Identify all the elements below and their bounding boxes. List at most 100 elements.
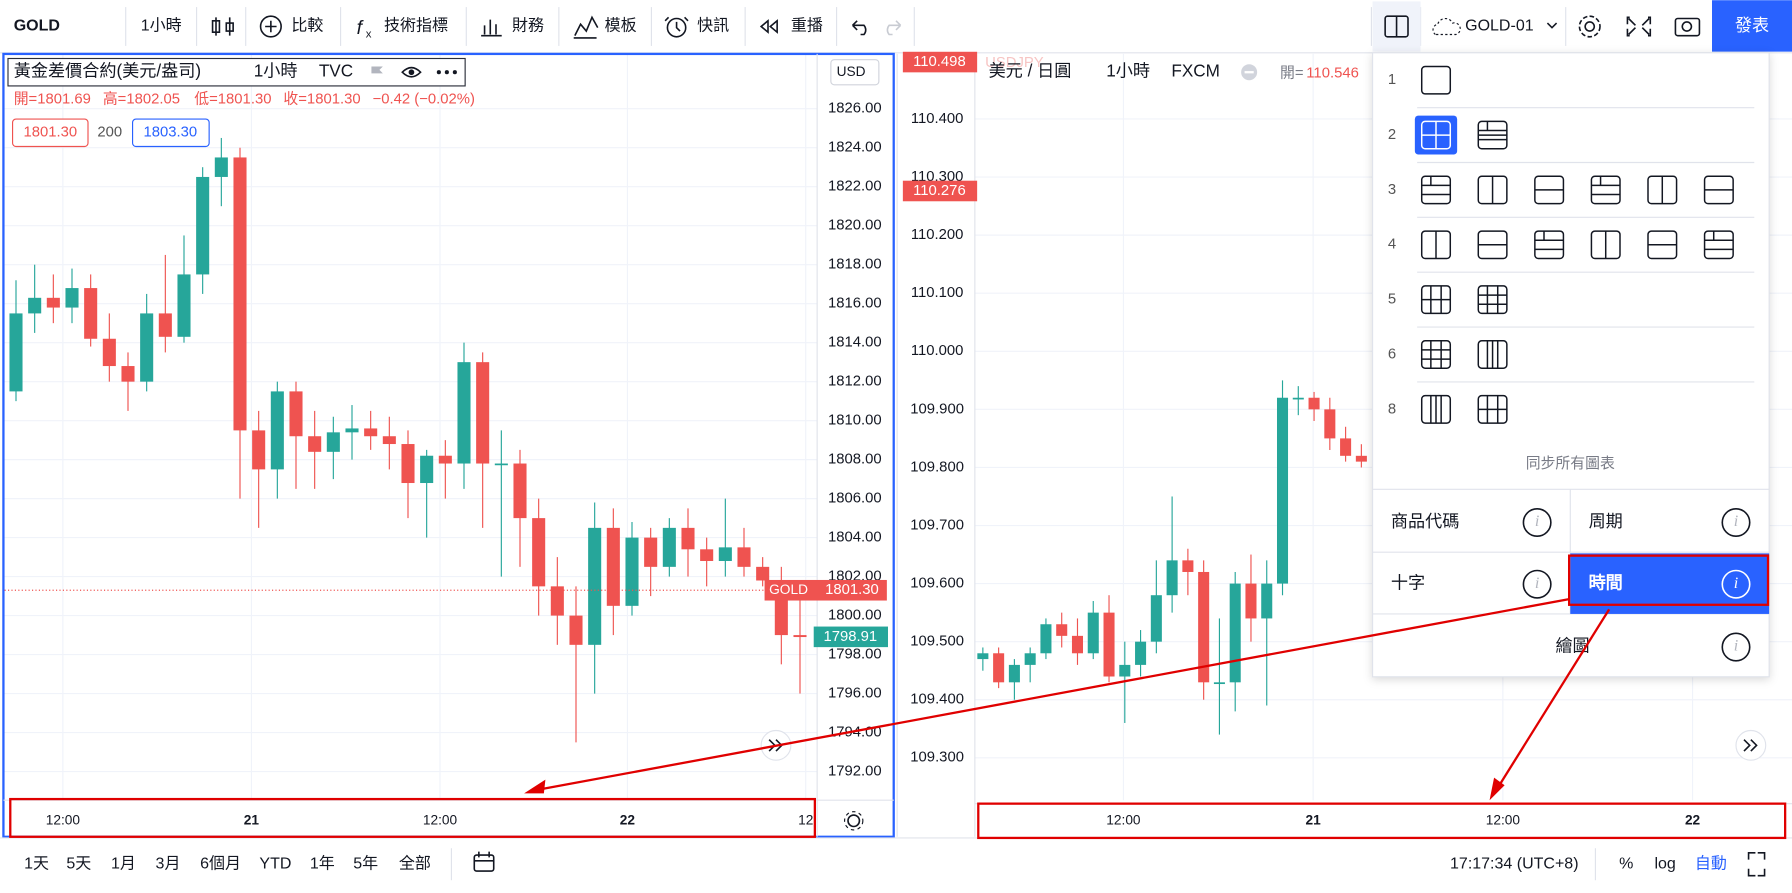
legend-value: 開=1801.69 [14, 92, 91, 108]
candle-body [289, 391, 303, 437]
log-toggle[interactable]: log [1654, 855, 1675, 872]
candle-body [588, 527, 602, 645]
layout-option[interactable] [1477, 285, 1508, 315]
legend-interval: 1小時 [1106, 61, 1150, 81]
candle-body [401, 444, 415, 484]
svg-text:x: x [366, 29, 372, 41]
range-button[interactable]: 1天 [24, 855, 49, 872]
auto-toggle[interactable]: 自動 [1695, 854, 1727, 872]
candle-body [1071, 635, 1084, 654]
symbol[interactable]: GOLD [14, 18, 60, 35]
row-label: 8 [1388, 401, 1396, 417]
y-tick-label: 110.100 [911, 285, 964, 301]
y-tick-label: 110.200 [911, 227, 964, 243]
y-tick-label: 109.300 [910, 750, 964, 766]
candle-body [718, 547, 732, 562]
legend-title: 美元 / 日圓 [989, 61, 1072, 81]
candle-body [1198, 571, 1210, 683]
toolbar-button[interactable]: 技術指標 [384, 17, 448, 35]
svg-text:i: i [1734, 638, 1738, 655]
candle-body [345, 428, 359, 433]
candle-body [252, 430, 266, 470]
buy-price[interactable]: 1803.30 [143, 125, 197, 141]
price-tag [902, 51, 978, 73]
interval[interactable]: 1小時 [141, 17, 182, 35]
toolbar-button[interactable]: 財務 [512, 17, 544, 35]
price-tag-label: 110.276 [913, 183, 966, 199]
candle-body [121, 366, 135, 382]
range-button[interactable]: 5天 [66, 855, 91, 872]
y-tick-label: 1812.00 [828, 374, 882, 390]
candle-body [550, 586, 564, 616]
y-tick-label: 109.500 [910, 634, 964, 650]
legend-source: TVC [319, 61, 353, 81]
toolbar-button[interactable]: 快訊 [697, 17, 729, 35]
range-button[interactable]: 1年 [310, 854, 335, 872]
candle-body [1150, 595, 1162, 642]
sync-option[interactable]: 時間 [1589, 573, 1623, 593]
y-tick-label: 1800.00 [828, 608, 882, 624]
toolbar-button[interactable]: 模板 [605, 17, 637, 35]
open-label: 開= [1280, 65, 1304, 81]
range-button[interactable]: 1月 [111, 855, 136, 872]
layout-menu: i i i i i 同步所有圖表 商品代碼 周期 十字 時間 繪圖 1 2 3 4 5 6 8 [1371, 52, 1770, 678]
range-button[interactable]: 6個月 [200, 854, 241, 872]
layout-option[interactable] [1420, 65, 1452, 95]
x-tick-label: 12:00 [1486, 812, 1521, 827]
candle-body [1340, 438, 1352, 456]
layout-option[interactable] [1420, 175, 1452, 205]
last-price-tag [764, 579, 887, 601]
currency[interactable]: USD [837, 64, 866, 79]
layout-name[interactable]: GOLD-01 [1465, 18, 1534, 35]
publish-button[interactable]: 發表 [1735, 15, 1769, 35]
layout-icon-line [1478, 395, 1507, 424]
y-tick-label: 1810.00 [828, 413, 882, 429]
candle-body [569, 615, 583, 645]
candle-body [177, 274, 191, 337]
candle-body [420, 455, 434, 484]
open-value: 110.546 [1306, 65, 1359, 81]
svg-text:f: f [357, 17, 365, 39]
candle-body [644, 537, 658, 567]
candle-body [1103, 612, 1115, 677]
candle-body [382, 436, 396, 445]
row-label: 5 [1388, 292, 1396, 308]
candle-body [364, 428, 378, 437]
layout-option[interactable] [1703, 230, 1734, 260]
candle-body [308, 436, 322, 452]
legend-title: 黃金差價合約(美元/盎司) [14, 61, 201, 81]
sync-option[interactable]: 繪圖 [1555, 636, 1589, 656]
layout-option[interactable] [1534, 230, 1565, 260]
candle-body [977, 653, 989, 660]
candle-body [1024, 653, 1036, 665]
range-button[interactable]: 3月 [156, 855, 181, 872]
candle-body [1276, 397, 1289, 584]
bid-price-value: 1798.91 [823, 629, 877, 645]
candle-body [532, 518, 546, 587]
sync-option[interactable]: 周期 [1589, 511, 1623, 531]
toolbar-button[interactable]: 重播 [791, 17, 823, 35]
layout-icon-line [1534, 231, 1564, 251]
y-tick-label: 110.400 [911, 111, 964, 127]
layout-option[interactable] [1590, 175, 1621, 205]
toolbar-button[interactable]: 比較 [291, 17, 323, 35]
last-price-value: 1801.30 [825, 582, 879, 598]
sync-all[interactable]: 同步所有圖表 [1526, 455, 1615, 472]
candle-body [476, 362, 490, 464]
sync-option[interactable]: 十字 [1391, 573, 1425, 593]
range-button[interactable]: YTD [259, 855, 291, 872]
quantity[interactable]: 200 [97, 125, 122, 141]
range-button[interactable]: 5年 [353, 854, 378, 872]
layout-option[interactable] [1420, 340, 1452, 369]
percent-toggle[interactable]: % [1619, 855, 1633, 872]
bid-price-tag [813, 626, 888, 648]
sync-option[interactable]: 商品代碼 [1391, 511, 1460, 531]
layout-icon-line [1486, 340, 1499, 369]
range-button[interactable]: 全部 [399, 854, 431, 872]
sell-price[interactable]: 1801.30 [23, 125, 77, 141]
candle-body [28, 297, 42, 314]
annotations [9, 554, 1787, 840]
y-tick-label: 1816.00 [828, 296, 882, 312]
candle-body [102, 338, 116, 367]
